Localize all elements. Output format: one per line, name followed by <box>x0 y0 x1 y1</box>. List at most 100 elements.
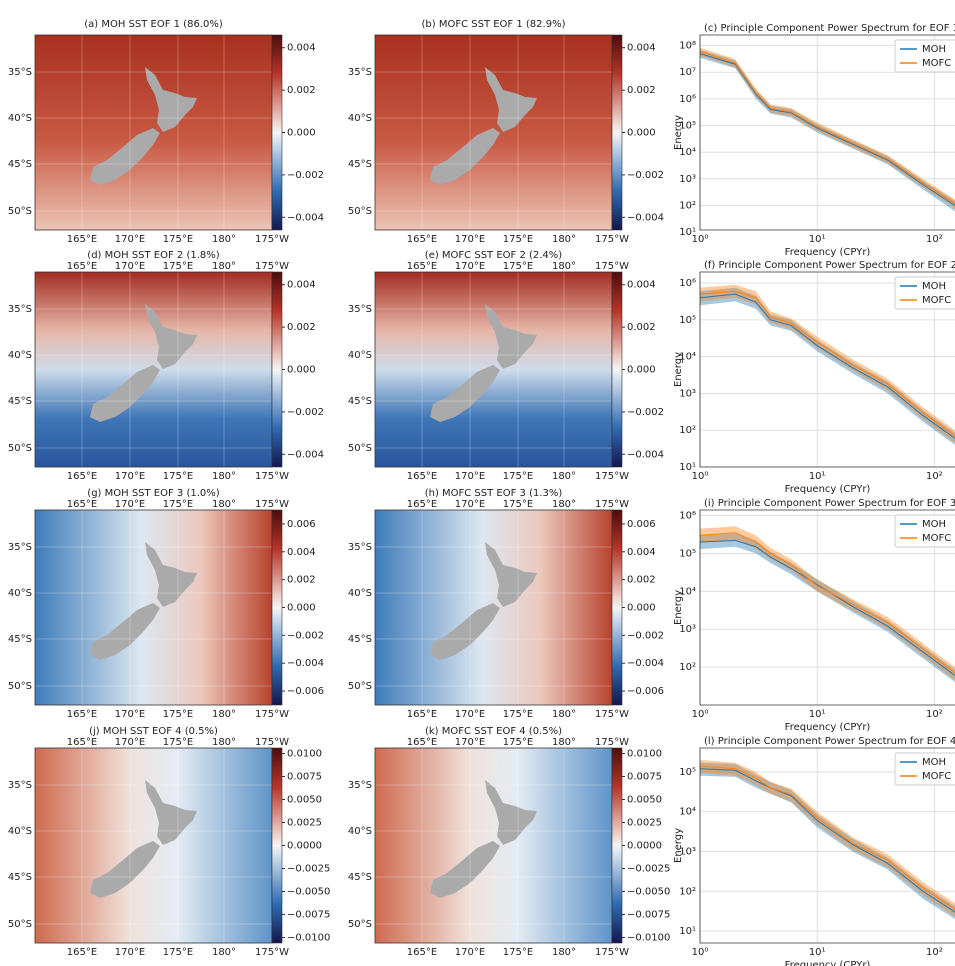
lon-label: 175°W <box>595 947 629 958</box>
lon-label: 180° <box>552 499 576 510</box>
land <box>485 304 537 369</box>
lon-label: 180° <box>552 737 576 748</box>
x-tick-label: 10¹ <box>809 709 826 720</box>
lat-label: 50°S <box>8 443 32 454</box>
lat-label: 50°S <box>8 681 32 692</box>
lat-label: 45°S <box>348 159 372 170</box>
y-tick-label: 10² <box>679 200 696 211</box>
lat-label: 40°S <box>348 588 372 599</box>
lon-label: 165°E <box>407 234 437 245</box>
series-line <box>700 768 955 913</box>
map-title: (j) MOH SST EOF 4 (0.5%) <box>89 726 218 737</box>
lat-label: 50°S <box>8 206 32 217</box>
y-tick-label: 10⁴ <box>679 147 696 158</box>
y-axis-label: Energy <box>673 352 684 387</box>
colorbar-label: −0.0050 <box>627 886 670 897</box>
lon-label: 170°E <box>115 737 145 748</box>
colorbar-label: 0.0000 <box>287 841 322 852</box>
lat-label: 45°S <box>348 634 372 645</box>
lat-label: 35°S <box>8 780 32 791</box>
x-tick-label: 10² <box>926 234 943 245</box>
map-title: (k) MOFC SST EOF 4 (0.5%) <box>425 726 562 737</box>
map-title: (g) MOH SST EOF 3 (1.0%) <box>87 488 219 499</box>
colorbar-label: 0.000 <box>287 365 316 376</box>
land <box>145 780 197 845</box>
land <box>430 365 500 422</box>
colorbar-label: 0.004 <box>627 280 656 291</box>
colorbar-label: −0.006 <box>627 686 664 697</box>
lon-label: 170°E <box>115 947 145 958</box>
chart-title: (c) Principle Component Power Spectrum f… <box>704 23 955 34</box>
series-line <box>700 765 955 910</box>
lat-label: 35°S <box>348 542 372 553</box>
lon-label: 175°E <box>503 234 533 245</box>
lat-label: 50°S <box>348 443 372 454</box>
y-tick-label: 10⁴ <box>679 352 696 363</box>
legend <box>894 514 955 548</box>
land <box>430 603 500 660</box>
y-axis-label: Energy <box>673 115 684 150</box>
colorbar-label: 0.004 <box>287 280 316 291</box>
x-tick-label: 10² <box>926 709 943 720</box>
lat-label: 45°S <box>348 396 372 407</box>
colorbar-label: 0.002 <box>627 575 656 586</box>
colorbar <box>271 747 283 944</box>
y-tick-label: 10⁵ <box>679 548 696 559</box>
colorbar-label: −0.004 <box>627 449 664 460</box>
land <box>485 67 537 132</box>
series-line <box>700 51 955 204</box>
y-tick-label: 10² <box>679 886 696 897</box>
plot-area <box>700 748 955 943</box>
colorbar-label: −0.002 <box>627 407 664 418</box>
colorbar <box>611 271 623 468</box>
colorbar-label: 0.004 <box>287 547 316 558</box>
y-tick-label: 10⁵ <box>679 315 696 326</box>
y-tick-label: 10⁷ <box>679 67 696 78</box>
lon-label: 165°E <box>67 499 97 510</box>
colorbar-label: −0.0100 <box>627 932 670 943</box>
lon-label: 180° <box>212 261 236 272</box>
land <box>90 841 160 898</box>
legend-label: MOFC <box>922 771 951 782</box>
lon-label: 165°E <box>407 261 437 272</box>
colorbar-label: −0.0025 <box>287 863 330 874</box>
y-tick-label: 10⁴ <box>679 807 696 818</box>
lat-label: 40°S <box>8 113 32 124</box>
legend-label: MOH <box>922 281 946 292</box>
colorbar-label: 0.000 <box>287 128 316 139</box>
lon-label: 180° <box>212 499 236 510</box>
x-tick-label: 10¹ <box>809 471 826 482</box>
x-tick-label: 10¹ <box>809 947 826 958</box>
colorbar-label: 0.004 <box>287 43 316 54</box>
lon-label: 175°E <box>163 947 193 958</box>
series-line <box>700 539 955 676</box>
lon-label: 175°E <box>503 261 533 272</box>
lon-label: 170°E <box>455 947 485 958</box>
lon-label: 180° <box>552 709 576 720</box>
y-tick-label: 10⁴ <box>679 586 696 597</box>
lon-label: 170°E <box>455 499 485 510</box>
x-tick-label: 10⁰ <box>692 709 709 720</box>
lon-label: 180° <box>212 234 236 245</box>
colorbar-label: 0.000 <box>627 128 656 139</box>
colorbar <box>271 509 283 706</box>
chart-title: (i) Principle Component Power Spectrum f… <box>704 498 955 509</box>
confidence-band <box>700 287 955 445</box>
lon-label: 180° <box>552 471 576 482</box>
lon-label: 180° <box>552 234 576 245</box>
lon-label: 180° <box>552 261 576 272</box>
lon-label: 180° <box>552 947 576 958</box>
series-line <box>700 53 955 206</box>
y-tick-label: 10³ <box>679 846 696 857</box>
confidence-band <box>700 526 955 681</box>
colorbar-label: 0.004 <box>627 43 656 54</box>
lon-label: 170°E <box>115 471 145 482</box>
lon-label: 180° <box>212 471 236 482</box>
axes-frame <box>699 271 955 468</box>
y-tick-label: 10⁶ <box>679 94 696 105</box>
chart-title: (f) Principle Component Power Spectrum f… <box>704 260 955 271</box>
lat-label: 40°S <box>348 113 372 124</box>
x-tick-label: 10¹ <box>809 234 826 245</box>
lon-label: 175°W <box>255 499 289 510</box>
lon-label: 165°E <box>67 737 97 748</box>
